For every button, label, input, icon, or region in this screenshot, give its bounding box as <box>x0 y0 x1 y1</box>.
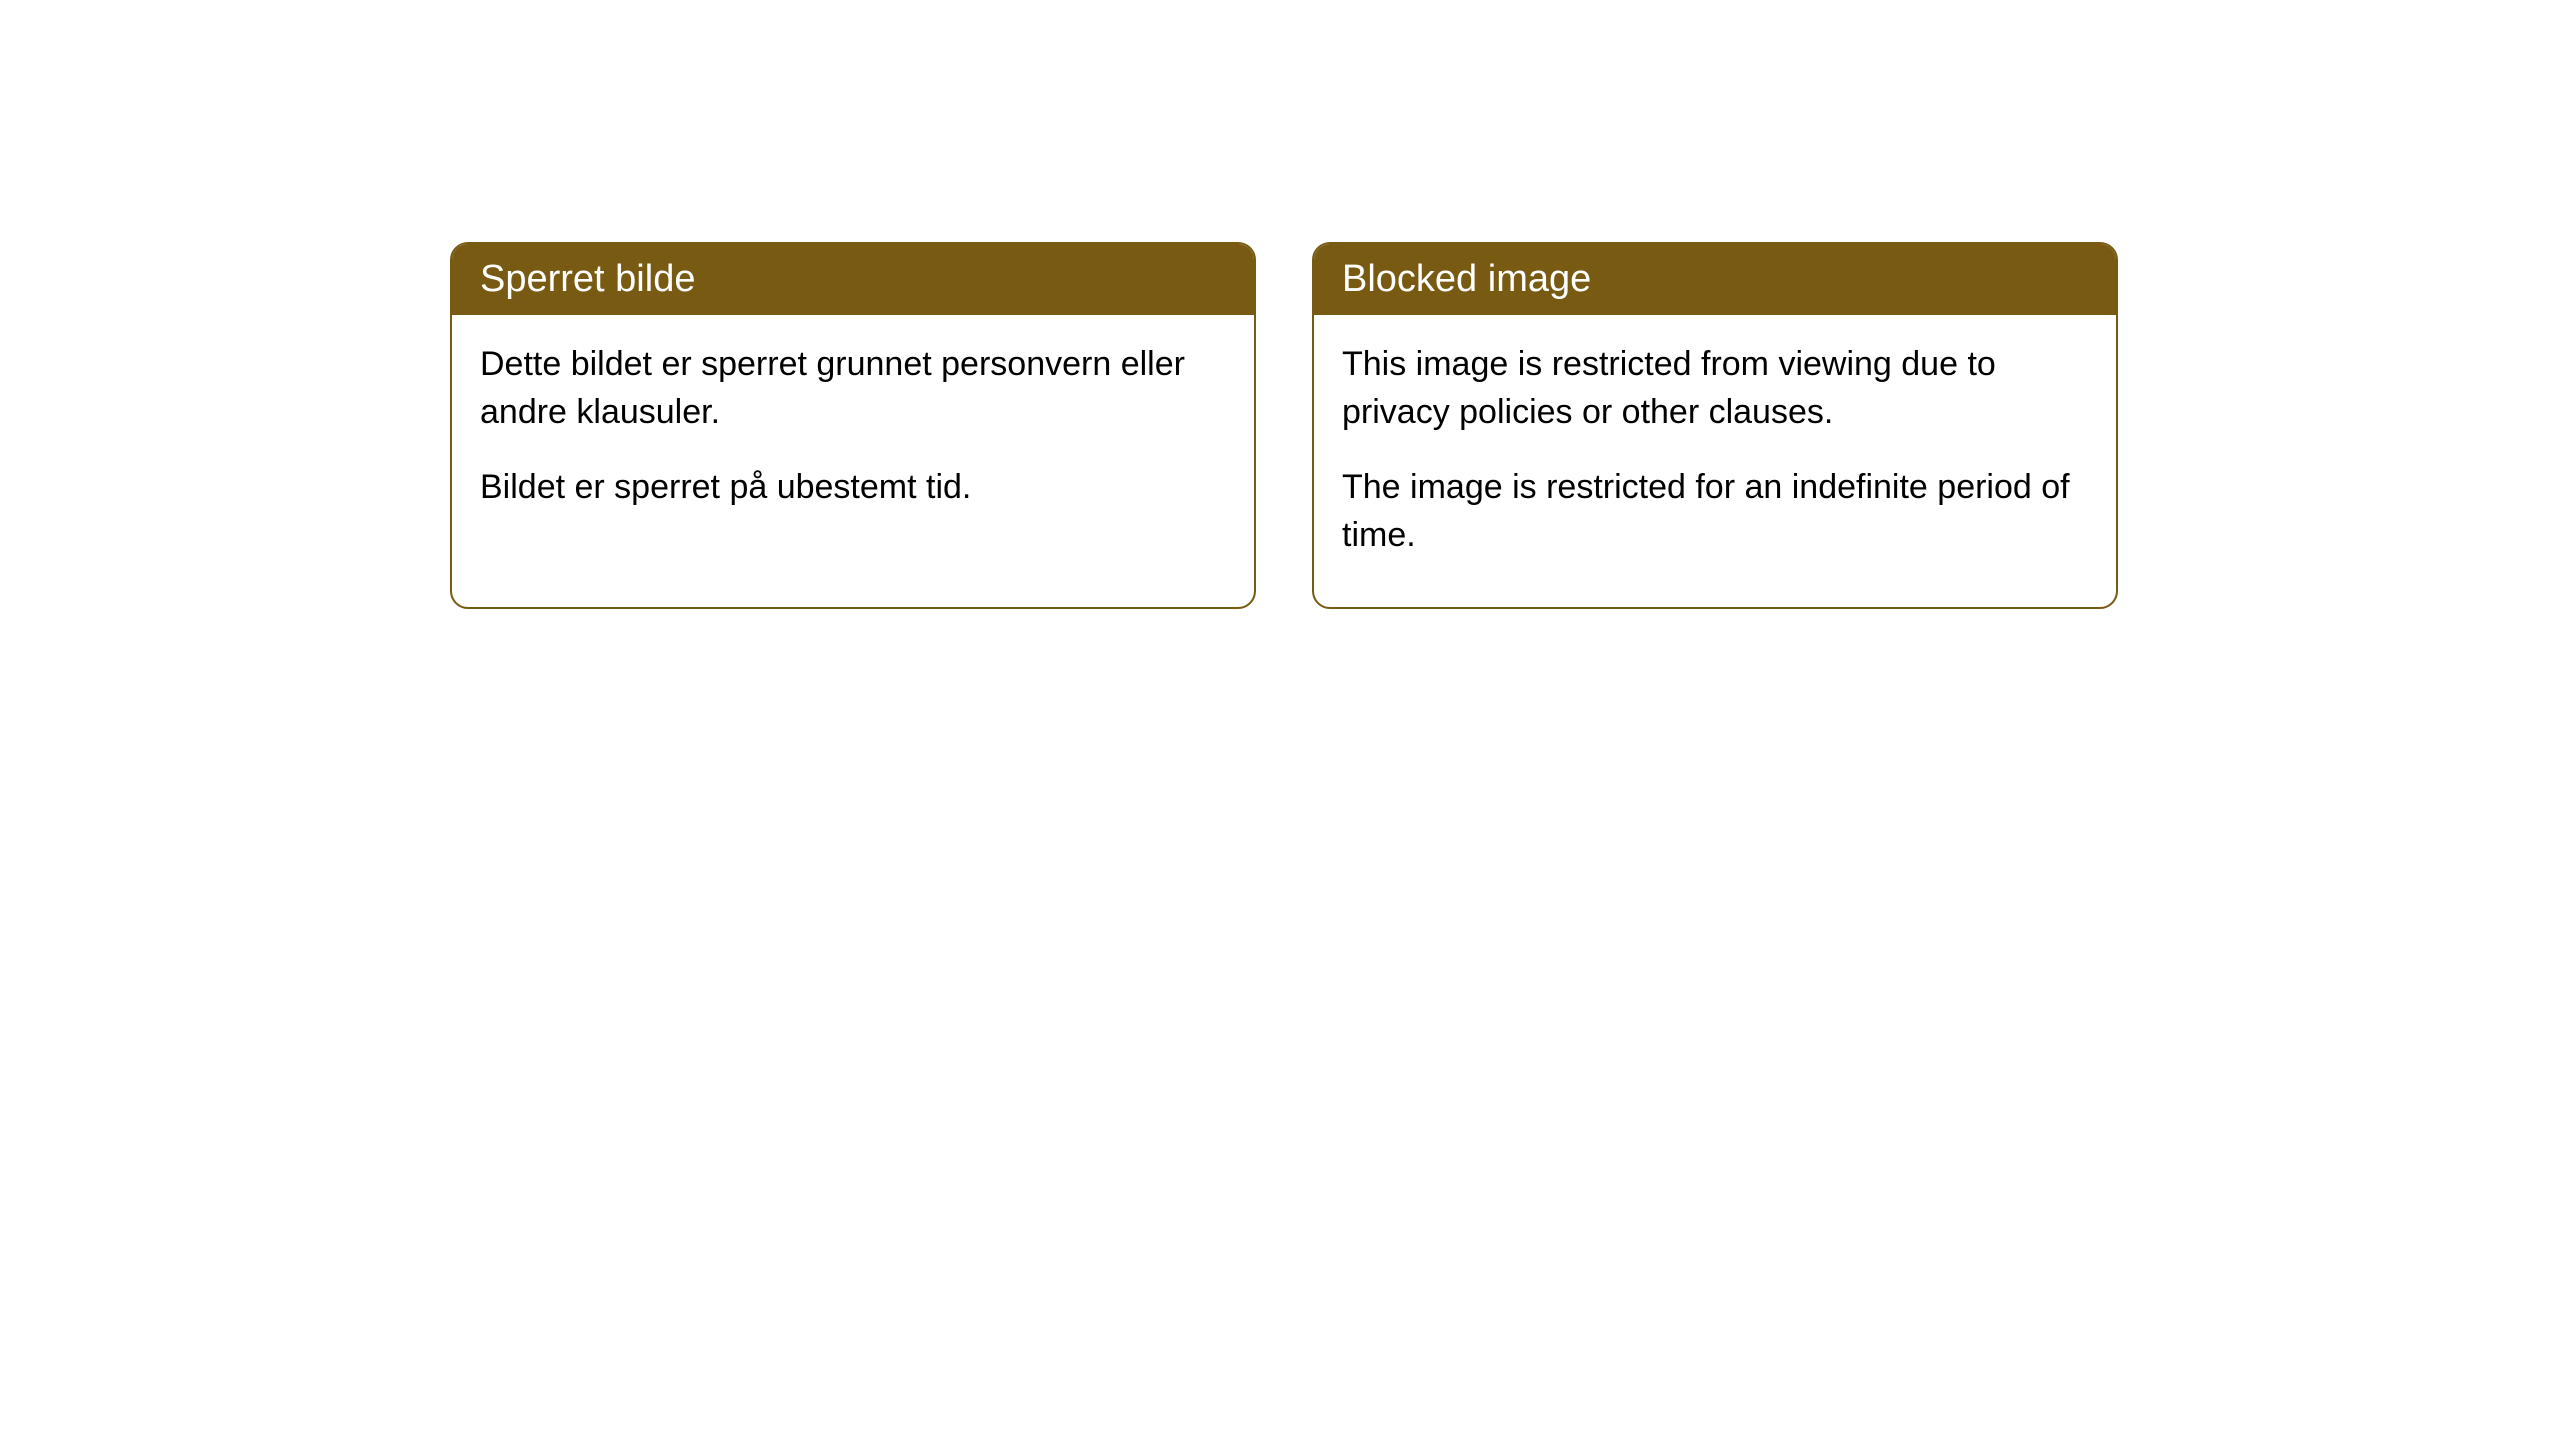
notice-card-english: Blocked image This image is restricted f… <box>1312 242 2118 609</box>
notice-cards-container: Sperret bilde Dette bildet er sperret gr… <box>450 242 2118 609</box>
card-body-english: This image is restricted from viewing du… <box>1314 315 2116 607</box>
card-paragraph: The image is restricted for an indefinit… <box>1342 464 2088 559</box>
card-body-norwegian: Dette bildet er sperret grunnet personve… <box>452 315 1254 560</box>
notice-card-norwegian: Sperret bilde Dette bildet er sperret gr… <box>450 242 1256 609</box>
card-title-english: Blocked image <box>1314 244 2116 315</box>
card-paragraph: Bildet er sperret på ubestemt tid. <box>480 464 1226 512</box>
card-title-norwegian: Sperret bilde <box>452 244 1254 315</box>
card-paragraph: This image is restricted from viewing du… <box>1342 341 2088 436</box>
card-paragraph: Dette bildet er sperret grunnet personve… <box>480 341 1226 436</box>
